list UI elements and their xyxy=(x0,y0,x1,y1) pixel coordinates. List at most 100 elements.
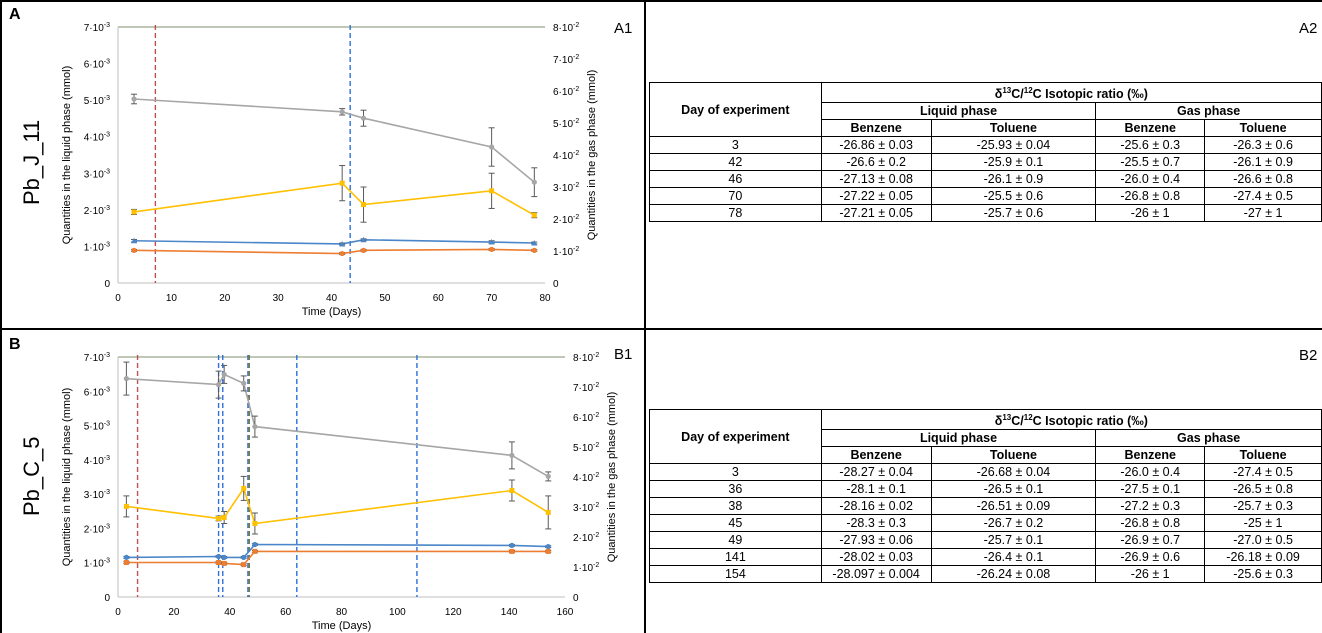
data-point xyxy=(545,509,551,515)
data-point xyxy=(509,452,515,458)
day-cell: 3 xyxy=(649,463,822,482)
isotope-value-cell: -27.21 ± 0.05 xyxy=(820,204,932,223)
isotope-value-cell: -25.5 ± 0.6 xyxy=(930,187,1097,206)
data-point xyxy=(221,371,227,377)
isotope-value-cell: -25.6 ± 0.3 xyxy=(1204,565,1322,584)
y2-tick-label: 2·10-2 xyxy=(553,214,579,226)
y2-tick-label: 7·10-2 xyxy=(573,382,599,394)
table-row: 38 -28.16 ± 0.02 -26.51 ± 0.09 -27.2 ± 0.3-… xyxy=(649,497,1322,516)
data-point xyxy=(545,473,551,479)
y-tick-label: 3·10-3 xyxy=(84,168,110,180)
series-line xyxy=(126,550,549,566)
y2-tick-label: 7·10-2 xyxy=(553,54,579,66)
series-line xyxy=(134,248,535,255)
y-tick-label: 0 xyxy=(104,279,110,290)
benzene-header: Benzene xyxy=(820,446,932,465)
data-point xyxy=(123,560,129,565)
isotope-value-cell: -26.6 ± 0.8 xyxy=(1204,170,1322,189)
y-tick-label: 7·10-3 xyxy=(84,22,110,34)
plot-area: 0 1·10-3 2·10-3 3·10-3 4·10-3 5·10-3 6·10-3 7·1… xyxy=(61,352,618,632)
data-point xyxy=(123,503,129,509)
day-cell: 141 xyxy=(649,548,822,567)
isotope-value-cell: -26 ± 1 xyxy=(1095,204,1206,223)
toluene-header: Toluene xyxy=(1204,446,1322,465)
isotope-value-cell: -25 ± 1 xyxy=(1204,514,1322,533)
data-point xyxy=(488,239,495,245)
isotope-value-cell: -26.5 ± 0.1 xyxy=(930,480,1097,499)
data-point xyxy=(531,212,537,218)
table-compound-row: Benzene Toluene Benzene Toluene xyxy=(650,446,1322,465)
isotope-value-cell: -26.86 ± 0.03 xyxy=(820,136,932,155)
data-point xyxy=(545,548,551,554)
y2-tick-label: 6·10-2 xyxy=(553,86,579,98)
isotope-value-cell: -27.13 ± 0.08 xyxy=(820,170,932,189)
isotope-value-cell: -26.3 ± 0.6 xyxy=(1204,136,1322,155)
table-b2-label: B2 xyxy=(1299,347,1318,364)
data-point xyxy=(509,548,515,554)
data-point xyxy=(221,560,227,566)
table-row: 70 -27.22 ± 0.05 -25.5 ± 0.6 -26.8 ± 0.8 -27… xyxy=(649,187,1322,206)
data-point xyxy=(123,376,129,382)
isotope-value-cell: -26.0 ± 0.4 xyxy=(1095,170,1206,189)
isotope-value-cell: -27.22 ± 0.05 xyxy=(820,187,932,206)
y2-tick-label: 2·10-2 xyxy=(573,532,599,544)
series-line xyxy=(126,486,549,525)
x-tick-label: 30 xyxy=(273,293,285,304)
y2-tick-label: 8·10-2 xyxy=(573,352,599,364)
y2-tick-label: 6·10-2 xyxy=(573,412,599,424)
isotope-value-cell: -26 ± 1 xyxy=(1095,565,1206,584)
day-cell: 49 xyxy=(649,531,822,550)
x-tick-label: 100 xyxy=(389,607,406,618)
series-line xyxy=(134,238,535,245)
isotope-value-cell: -26.8 ± 0.8 xyxy=(1095,187,1206,206)
isotope-value-cell: -28.1 ± 0.1 xyxy=(820,480,932,499)
data-point xyxy=(360,236,367,243)
x-tick-label: 70 xyxy=(486,293,498,304)
data-point xyxy=(360,247,367,253)
table-row: 78 -27.21 ± 0.05 -25.7 ± 0.6 -26 ± 1 -27 ± 1 xyxy=(649,204,1322,223)
data-point xyxy=(221,554,227,560)
y2-axis-title: Quantities in the gas phase (mmol) xyxy=(606,392,618,563)
day-cell: 36 xyxy=(649,480,822,499)
x-tick-label: 80 xyxy=(336,607,348,618)
toluene-header: Toluene xyxy=(930,119,1097,138)
table-header-row: Day of experiment δ13C/12C Isotopic rati… xyxy=(649,81,1322,138)
isotope-value-cell: -27.93 ± 0.06 xyxy=(820,531,932,550)
data-point xyxy=(361,202,367,208)
gas-phase-header: Gas phase xyxy=(1095,429,1322,448)
data-point xyxy=(489,144,495,150)
isotope-value-cell: -28.27 ± 0.04 xyxy=(820,463,932,482)
isotope-value-cell: -25.9 ± 0.1 xyxy=(930,153,1097,172)
table-row: 36 -28.1 ± 0.1 -26.5 ± 0.1 -27.5 ± 0.1 -26.5… xyxy=(649,480,1322,499)
isotope-value-cell: -26.1 ± 0.9 xyxy=(930,170,1097,189)
y-axis-title: Quantities in the liquid phase (mmol) xyxy=(61,388,73,567)
y2-tick-label: 3·10-2 xyxy=(553,182,579,194)
panel-a-letter: A xyxy=(9,6,21,23)
data-point xyxy=(252,521,258,526)
benzene-header: Benzene xyxy=(820,119,932,138)
data-point xyxy=(339,180,345,186)
liquid-phase-header: Liquid phase xyxy=(820,102,1097,121)
data-point xyxy=(339,109,345,115)
data-point xyxy=(131,247,137,253)
series-line xyxy=(133,182,535,216)
y-tick-label: 7·10-3 xyxy=(84,352,110,364)
y2-tick-label: 0 xyxy=(553,279,559,290)
isotope-value-cell: -26.68 ± 0.04 xyxy=(930,463,1097,482)
col-day-header: Day of experiment xyxy=(649,81,822,138)
data-point xyxy=(241,562,247,568)
isotope-value-cell: -27.2 ± 0.3 xyxy=(1095,497,1206,516)
data-point xyxy=(241,554,247,560)
y2-tick-label: 5·10-2 xyxy=(553,118,579,130)
toluene-header: Toluene xyxy=(930,446,1097,465)
table-row: 42 -26.6 ± 0.2 -25.9 ± 0.1 -25.5 ± 0.7 -26.1… xyxy=(649,153,1322,172)
panel-b-letter: B xyxy=(9,336,21,353)
isotope-value-cell: -28.16 ± 0.02 xyxy=(820,497,932,516)
data-point xyxy=(123,554,129,560)
y-tick-label: 3·10-3 xyxy=(84,489,110,501)
y-tick-label: 4·10-3 xyxy=(84,132,110,144)
data-point xyxy=(252,541,258,548)
data-point xyxy=(531,240,538,246)
chart-b1-label: B1 xyxy=(614,346,633,363)
y2-tick-label: 4·10-2 xyxy=(553,150,579,162)
